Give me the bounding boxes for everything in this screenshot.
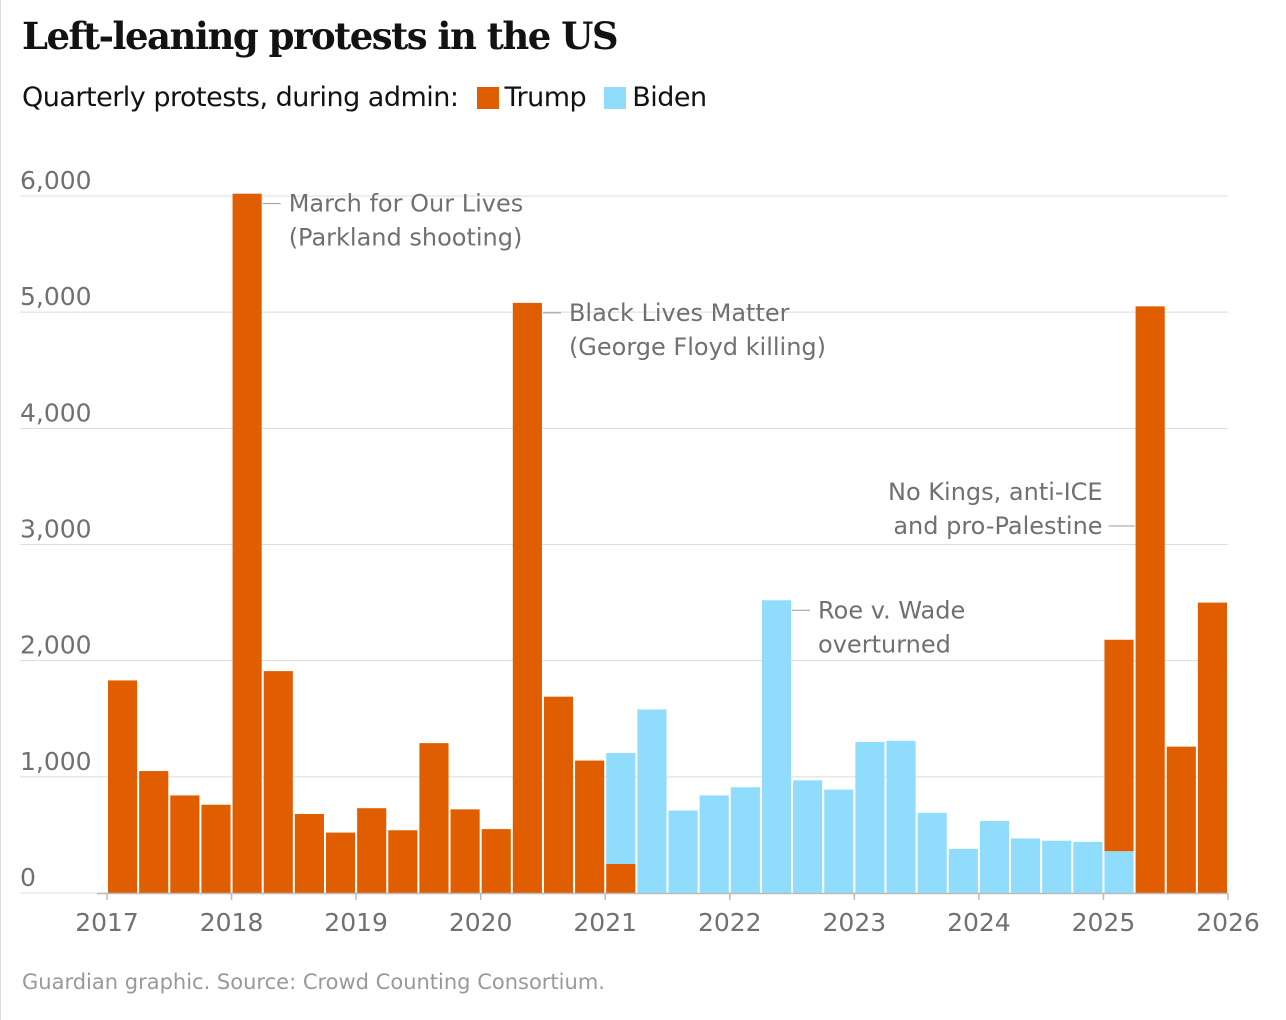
y-tick-label: 6,000 [20,166,92,195]
bar-biden [1104,851,1134,893]
y-tick-label: 1,000 [20,747,92,776]
y-tick-label: 3,000 [20,515,92,544]
bar-trump [1104,639,1134,852]
legend-swatch-trump [476,86,499,109]
bar-trump [388,830,418,893]
bar-trump [170,795,200,893]
bar-biden [699,795,729,893]
x-tick-label: 2021 [573,908,637,937]
bar-trump [575,760,605,893]
annotation-text: (Parkland shooting) [289,224,523,252]
bar-biden [886,740,916,893]
bar-biden [1042,840,1072,893]
bar-biden [637,709,667,893]
bar-trump [108,680,138,893]
bar-trump [1197,602,1227,893]
bar-biden [1073,841,1103,893]
y-tick-label: 4,000 [20,398,92,427]
bar-biden [730,787,760,893]
bar-trump [263,671,293,893]
bar-biden [668,810,698,893]
x-tick-label: 2018 [200,908,264,937]
legend-label-trump: Trump [504,82,587,113]
x-tick-label: 2017 [75,908,139,937]
chart-title: Left-leaning protests in the US [22,14,619,58]
bar-trump [232,193,262,894]
y-tick-label: 2,000 [20,631,92,660]
x-tick-label: 2019 [324,908,388,937]
annotation-text: overturned [818,630,951,658]
x-tick-label: 2020 [449,908,513,937]
annotation-text: No Kings, anti-ICE [888,478,1103,506]
bar-biden [979,820,1010,893]
bar-biden [793,780,823,893]
legend-swatch-biden [604,86,627,109]
annotation-text: Black Lives Matter [569,299,790,327]
legend-label-biden: Biden [632,82,707,113]
bar-biden [606,753,636,864]
bar-trump [419,743,449,893]
bar-biden [948,848,978,893]
x-tick-label: 2024 [947,908,1011,937]
bar-trump [357,808,387,893]
bar-trump [1166,746,1196,893]
bar-trump [543,696,574,893]
x-tick-label: 2025 [1072,908,1136,937]
y-tick-label: 5,000 [20,282,92,311]
bar-trump [606,863,636,893]
x-tick-label: 2022 [698,908,762,937]
bar-trump [139,771,169,893]
left-border [0,0,1,1020]
bar-biden [1011,838,1041,893]
subtitle: Quarterly protests, during admin: [22,82,459,113]
bar-biden [824,789,854,893]
y-tick-label: 0 [20,863,36,892]
annotation-text: March for Our Lives [289,190,524,218]
bar-trump [294,814,324,893]
annotation-text: and pro-Palestine [893,512,1102,540]
source-note: Guardian graphic. Source: Crowd Counting… [22,970,605,994]
bar-biden [917,812,947,893]
bar-trump [512,302,542,894]
annotation-text: Roe v. Wade [818,596,965,624]
x-tick-label: 2023 [823,908,887,937]
bar-trump [1135,306,1165,893]
bar-biden [855,741,885,893]
bar-trump [481,829,511,893]
bar-trump [325,832,356,893]
annotation-text: (George Floyd killing) [569,333,826,361]
subtitle-legend: Quarterly protests, during admin: Trump … [22,82,707,113]
x-tick-label: 2026 [1196,908,1260,937]
bar-biden [761,600,792,893]
bar-trump [450,809,480,893]
bar-trump [201,804,231,893]
